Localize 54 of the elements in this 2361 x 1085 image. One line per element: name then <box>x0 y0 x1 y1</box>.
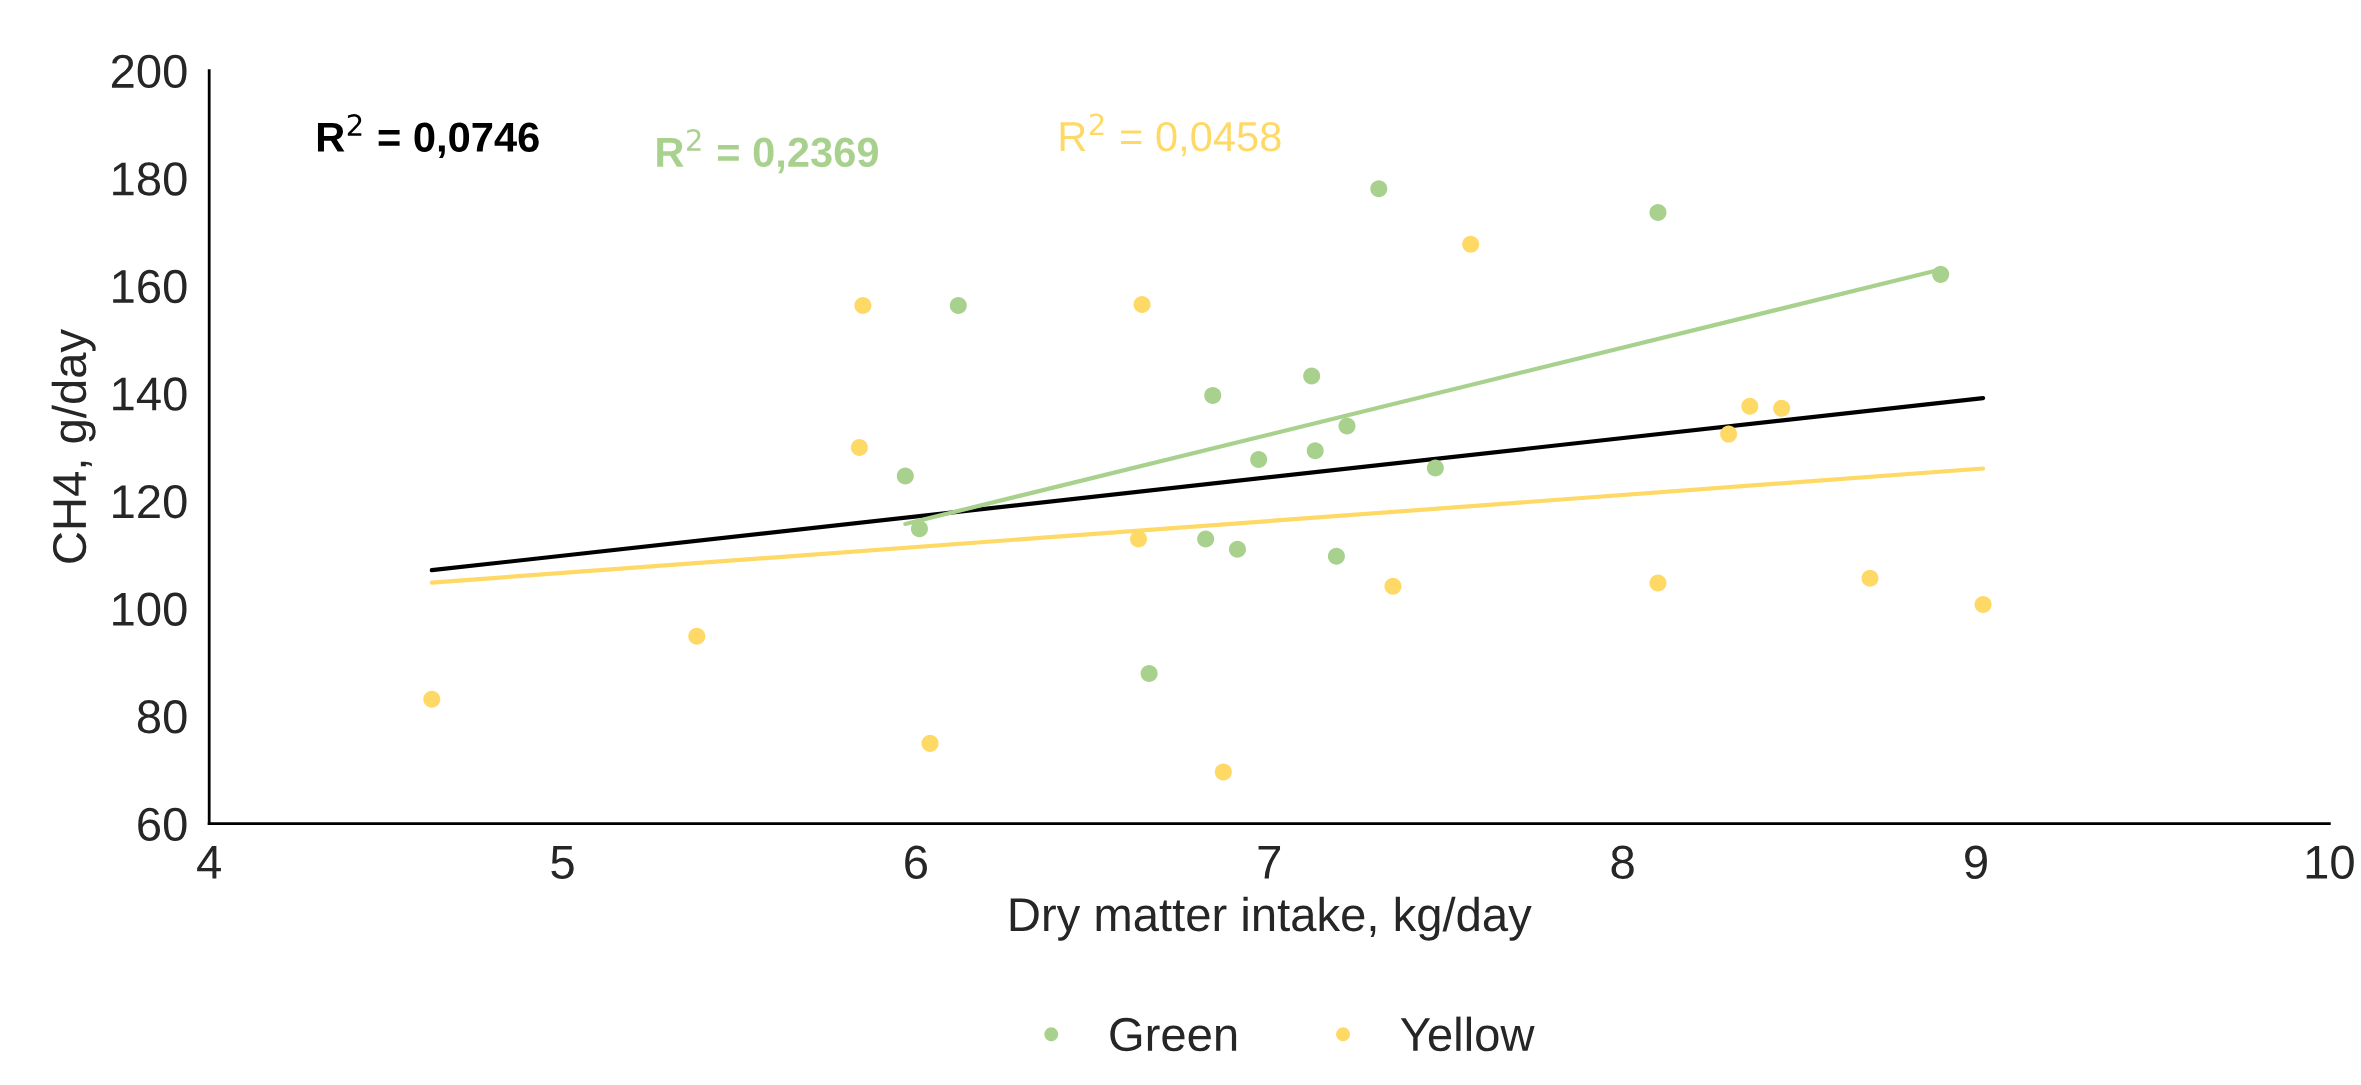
y-tick-label: 180 <box>113 162 187 196</box>
point <box>910 520 928 538</box>
x-tick-label: 10 <box>2306 845 2354 880</box>
y-tick-label: 60 <box>138 807 187 842</box>
point <box>1861 569 1879 587</box>
point <box>949 297 967 315</box>
point <box>1204 386 1222 404</box>
point <box>1773 399 1791 417</box>
point <box>896 467 914 485</box>
point <box>1250 450 1268 468</box>
annotation: R$^{2}$ = 0,0458 <box>1060 113 1281 157</box>
y-tick-label: 100 <box>113 592 187 626</box>
y-tick-label: 120 <box>113 484 187 519</box>
point <box>921 734 939 752</box>
point <box>1228 540 1246 558</box>
point <box>1974 596 1992 614</box>
legend-label: Yellow <box>1400 1016 1535 1052</box>
point <box>1462 235 1480 253</box>
point <box>1327 547 1345 565</box>
point <box>423 690 441 708</box>
x-tick-label: 4 <box>197 846 221 879</box>
point <box>1649 574 1667 592</box>
x-tick-label: 6 <box>905 845 927 880</box>
point <box>1197 530 1215 548</box>
point <box>850 439 868 457</box>
x-tick-label: 5 <box>551 846 574 880</box>
x-tick-label: 9 <box>1965 845 1987 880</box>
point <box>1649 204 1667 222</box>
point <box>1384 577 1402 595</box>
y-tick-label: 160 <box>113 269 187 304</box>
point <box>1306 442 1324 460</box>
point <box>1426 459 1444 477</box>
point <box>688 627 706 645</box>
point <box>1130 530 1148 548</box>
y-tick-label: 140 <box>113 377 187 411</box>
point <box>1370 180 1388 198</box>
y-axis-title: CH4, g/day <box>51 328 96 563</box>
legend-label: Green <box>1110 1017 1237 1052</box>
point <box>1140 664 1158 682</box>
point <box>1214 763 1232 781</box>
x-axis-title: Dry matter intake, kg/day <box>1010 896 1532 941</box>
x-tick-label: 8 <box>1611 845 1634 880</box>
annotation: R$^{2}$ = 0,2369 <box>657 129 878 174</box>
point <box>854 297 872 315</box>
point <box>1932 265 1950 283</box>
point <box>1133 295 1151 313</box>
point <box>1303 367 1321 385</box>
y-tick-label: 80 <box>137 700 187 734</box>
x-tick-label: 7 <box>1258 846 1281 879</box>
point <box>1720 425 1738 443</box>
annotation: R$^{2}$ = 0,0746 <box>317 114 539 159</box>
point <box>1741 397 1759 415</box>
point <box>1338 417 1356 435</box>
y-tick-label: 200 <box>111 54 187 89</box>
